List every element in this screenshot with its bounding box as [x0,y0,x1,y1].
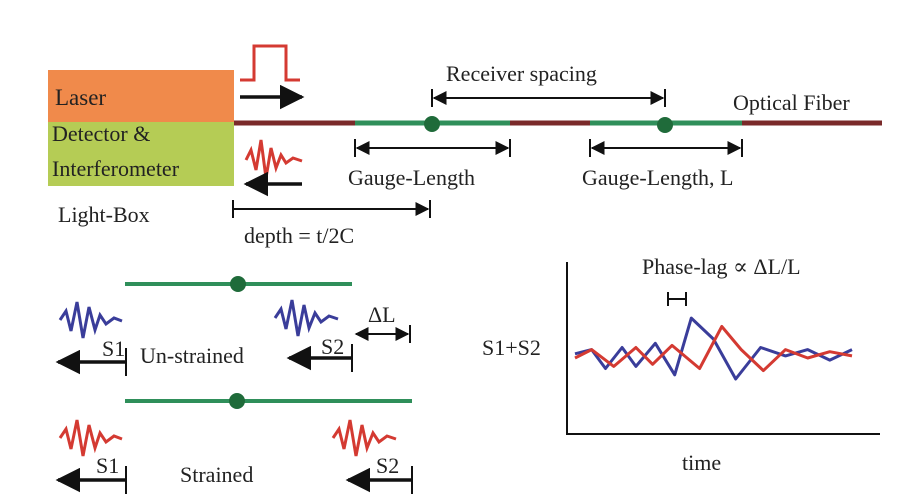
strained-wavelet-s1-icon [58,419,123,457]
delta-l-label: ΔL [368,302,396,327]
light-box-label: Light-Box [58,202,150,227]
receiver-node-2 [657,117,673,133]
gauge-length-1-label: Gauge-Length [348,165,475,190]
phase-lag-label: Phase-lag ∝ ΔL/L [642,254,801,279]
backscatter-wavelet-icon [244,139,303,179]
unstrained-wavelet-s1-icon [58,301,123,339]
laser-pulse-icon [240,44,300,82]
strained-s2-label: S2 [376,453,399,478]
detector-label-line2: Interferometer [52,156,180,181]
gauge-length-2-label: Gauge-Length, L [582,165,734,190]
unstrained-wavelet-s2-icon [273,299,339,337]
strained-node [229,393,245,409]
laser-label: Laser [55,85,106,110]
detector-box [48,122,234,186]
unstrained-title: Un-strained [140,343,244,368]
strained-title: Strained [180,462,253,487]
receiver-spacing-label: Receiver spacing [446,61,597,86]
chart-y-label: S1+S2 [482,335,541,360]
chart-series-line-1 [574,316,853,381]
unstrained-s2-label: S2 [321,334,344,359]
strained-wavelet-s2-icon [331,419,397,457]
unstrained-s1-label: S1 [102,336,125,361]
optical-fiber-label: Optical Fiber [733,90,850,115]
laser-box [48,70,234,122]
receiver-node-1 [424,116,440,132]
detector-label-line1: Detector & [52,121,150,146]
chart-series-line-2 [574,325,853,373]
depth-label: depth = t/2C [244,223,354,248]
chart-x-label: time [682,450,721,475]
chart-series-group [574,316,853,381]
unstrained-node [230,276,246,292]
strained-s1-label: S1 [96,453,119,478]
